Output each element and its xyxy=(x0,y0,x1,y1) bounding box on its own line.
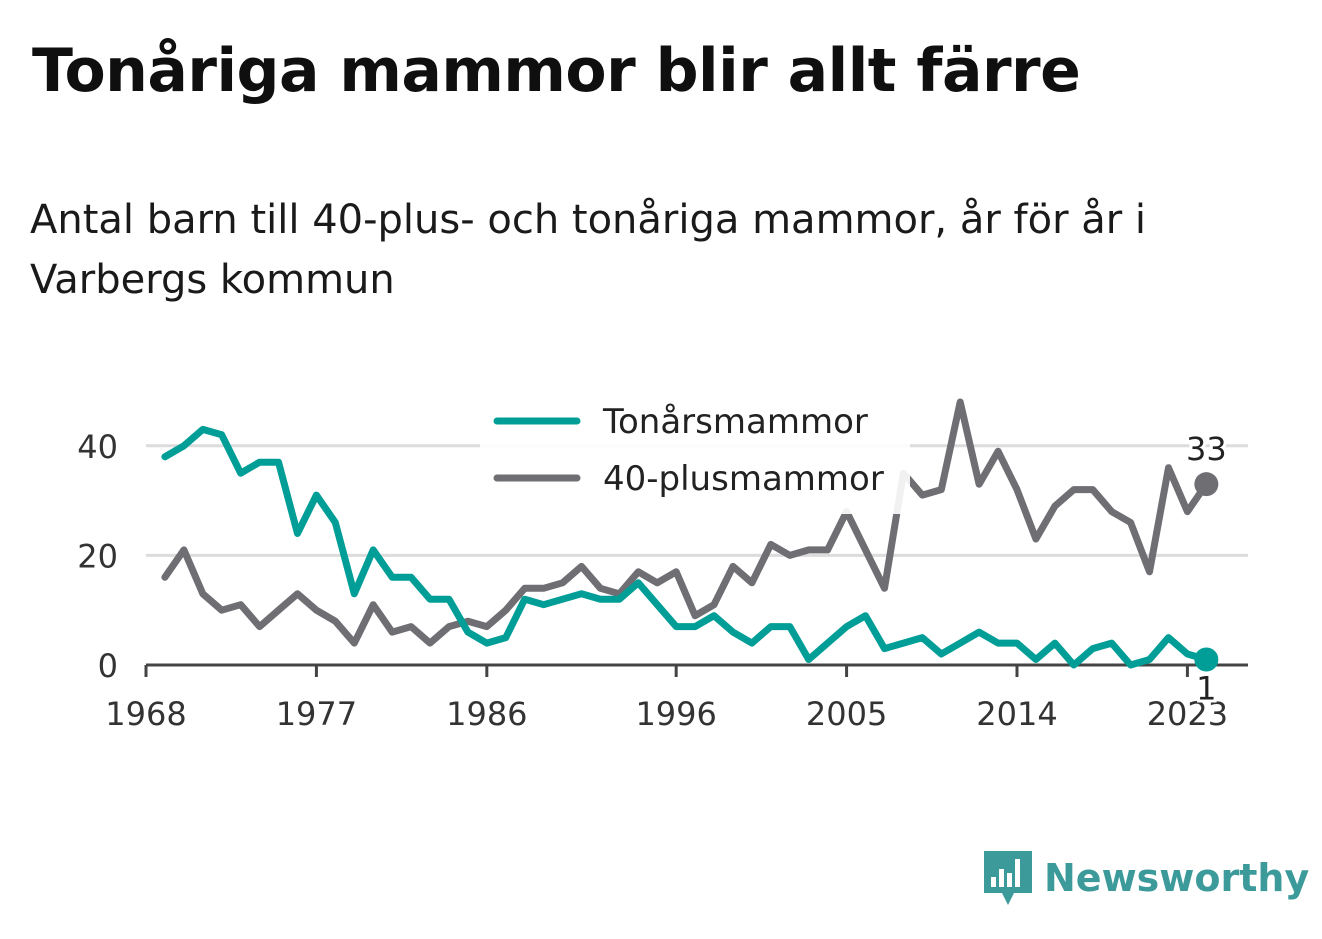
legend: Tonårsmammor 40-plusmammor xyxy=(480,392,910,514)
newsworthy-logo-icon xyxy=(984,851,1032,905)
end-point-1 xyxy=(1194,472,1219,497)
chart-subtitle: Antal barn till 40-plus- och tonåriga ma… xyxy=(30,197,1147,303)
series-line-0 xyxy=(161,425,1210,669)
end-label-0: 1 xyxy=(1196,670,1216,708)
legend-background xyxy=(480,392,910,514)
x-tick-label: 2023 xyxy=(1147,695,1228,733)
y-tick-label: 40 xyxy=(77,428,118,466)
x-tick-label: 1968 xyxy=(105,695,186,733)
y-axis-labels: 0 20 40 xyxy=(77,428,118,685)
brand-name: Newsworthy xyxy=(1044,856,1310,900)
x-tick-label: 1996 xyxy=(635,695,716,733)
x-axis: 1968 1977 1986 1996 2005 2014 2023 xyxy=(105,663,1248,733)
x-tick-label: 1986 xyxy=(446,695,527,733)
series-line-1 xyxy=(161,398,1210,647)
chart-title: Tonåriga mammor blir allt färre xyxy=(32,36,1081,106)
line-chart: 0 20 40 1968 1977 1986 1996 2005 2014 2023 Tonår… xyxy=(77,392,1248,733)
x-tick-label: 1977 xyxy=(276,695,357,733)
x-tick-label: 2014 xyxy=(976,695,1057,733)
y-tick-label: 20 xyxy=(77,537,118,575)
series-lines xyxy=(161,398,1219,672)
brand: Newsworthy xyxy=(980,848,1309,908)
x-tick-label: 2005 xyxy=(806,695,887,733)
end-point-0 xyxy=(1194,647,1219,672)
end-labels: 1 33 xyxy=(1183,427,1230,710)
end-label-1: 33 xyxy=(1186,430,1227,468)
legend-label-1: 40-plusmammor xyxy=(603,459,884,499)
legend-label-0: Tonårsmammor xyxy=(602,402,868,442)
y-tick-label: 0 xyxy=(98,647,118,685)
